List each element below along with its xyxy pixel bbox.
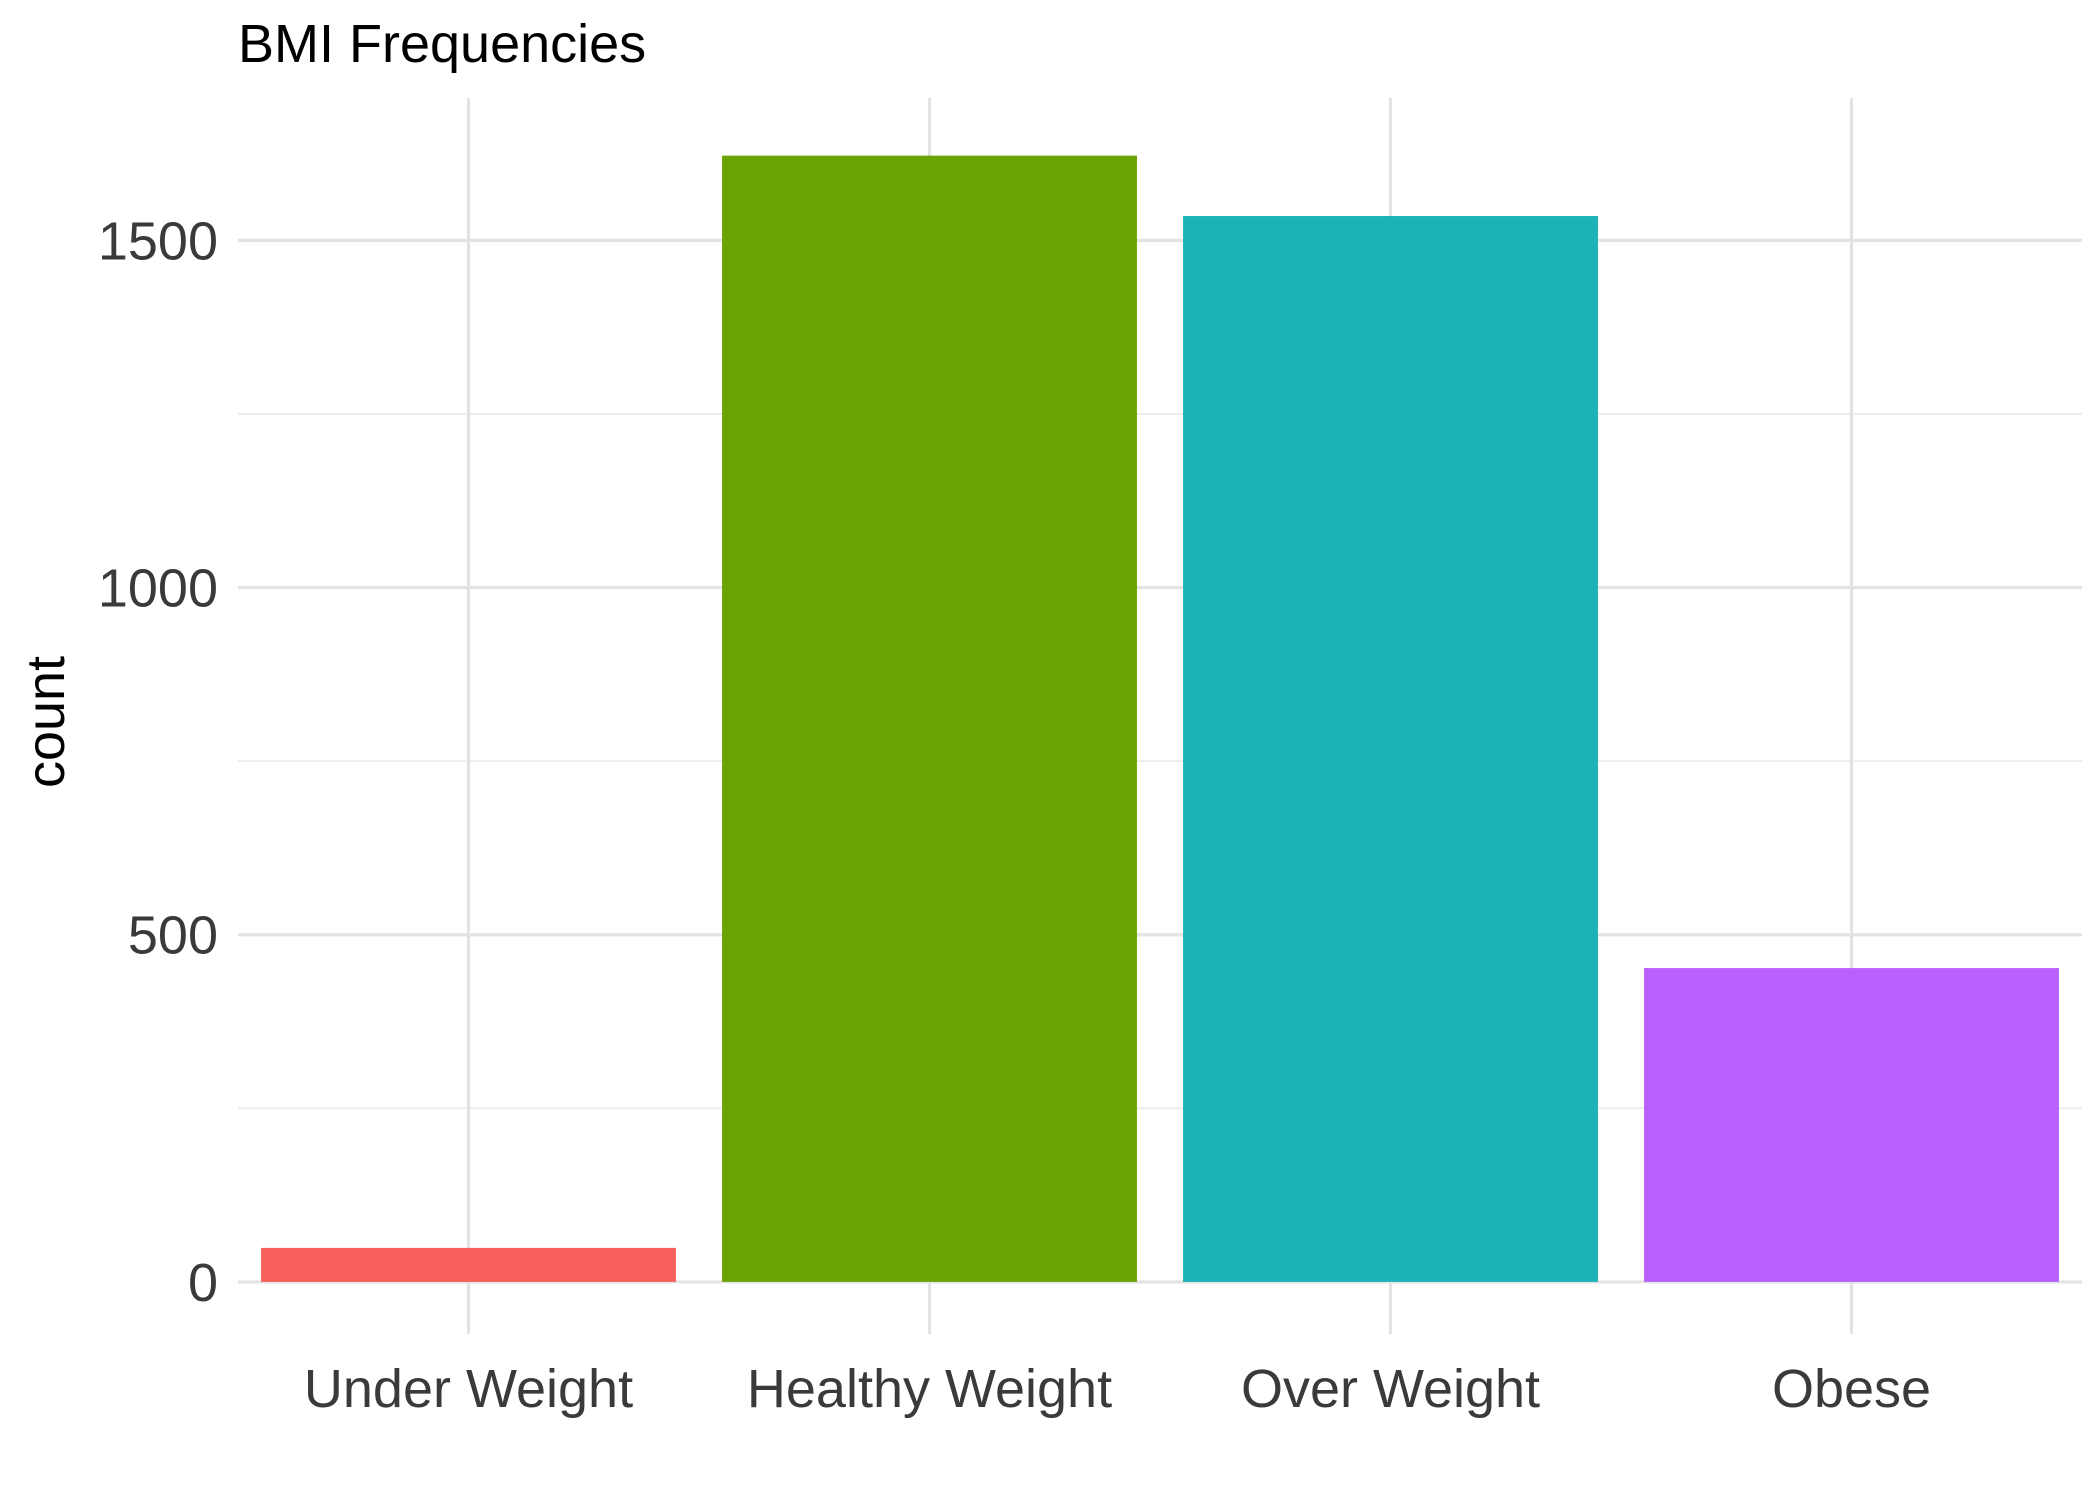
- y-tick-label: 1500: [98, 211, 218, 271]
- bar-healthy-weight: [722, 155, 1137, 1282]
- y-tick-label: 500: [128, 906, 218, 966]
- bar-under-weight: [261, 1247, 676, 1282]
- x-tick-label: Over Weight: [1241, 1359, 1540, 1419]
- bar-obese: [1644, 968, 2059, 1282]
- x-tick-label: Under Weight: [304, 1359, 633, 1419]
- y-axis-ticks: 0 500 1000 1500: [98, 211, 218, 1313]
- y-tick-label: 0: [188, 1253, 218, 1313]
- x-axis-ticks: Under Weight Healthy Weight Over Weight Obe…: [304, 1359, 1931, 1419]
- x-tick-label: Healthy Weight: [747, 1359, 1112, 1419]
- y-axis-label: count: [16, 656, 76, 788]
- y-tick-label: 1000: [98, 559, 218, 619]
- x-tick-label: Obese: [1772, 1359, 1931, 1419]
- bars: [261, 155, 2059, 1282]
- bar-over-weight: [1183, 216, 1598, 1282]
- chart-title: BMI Frequencies: [238, 14, 646, 74]
